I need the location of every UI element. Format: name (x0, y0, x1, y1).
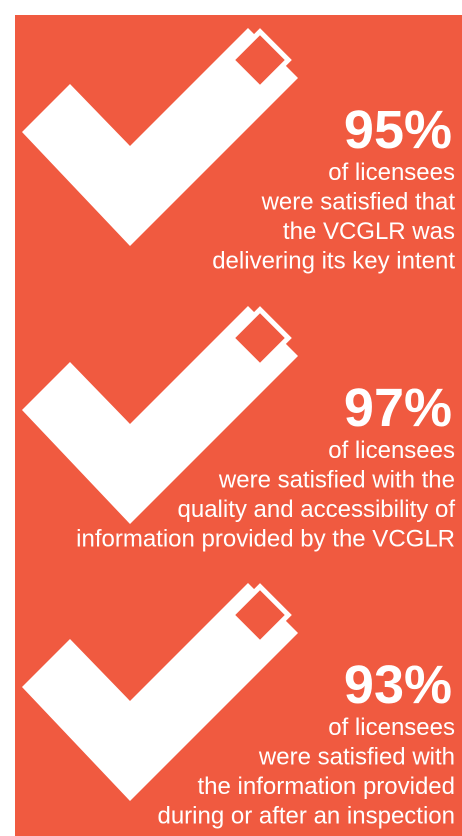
check-end (228, 28, 292, 92)
description-line: the VCGLR was (283, 218, 455, 245)
description-line: of licensees (328, 159, 455, 186)
check-mark (22, 306, 298, 524)
check-end (228, 583, 292, 647)
percent: 97% (344, 378, 452, 438)
description-line: of licensees (328, 437, 455, 464)
survey-item: 97%of licensees were satisfied with thequ… (22, 306, 455, 553)
description-line: were satisfied with (258, 744, 455, 771)
description-line: were satisfied with the (218, 467, 455, 494)
description-line: during or after an inspection (157, 803, 455, 830)
description-line: were satisfied that (261, 189, 456, 216)
description-line: information provided by the VCGLR (76, 526, 455, 553)
percent: 95% (344, 100, 452, 160)
check-end (228, 306, 292, 370)
description-line: the information provided (198, 773, 455, 800)
percent: 93% (344, 655, 452, 715)
description-line: quality and accessibility of (178, 496, 456, 523)
check-mark (22, 583, 298, 801)
description-line: delivering its key intent (212, 248, 455, 275)
description-line: of licensees (328, 714, 455, 741)
check-mark (22, 28, 298, 246)
